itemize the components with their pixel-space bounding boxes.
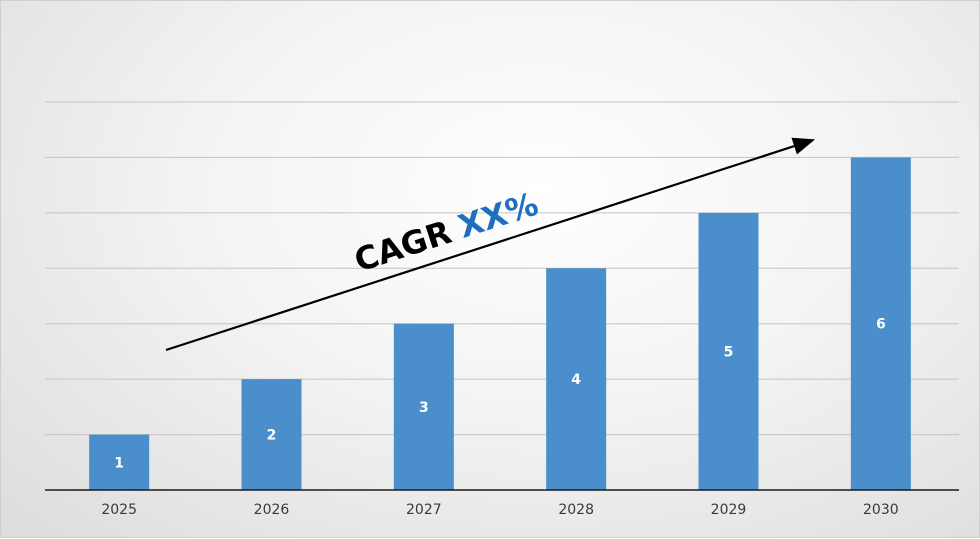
bar-2028: [546, 268, 607, 490]
x-tick-2026: 2026: [254, 502, 290, 518]
bar-2026: [241, 379, 302, 490]
x-tick-labels: 2025 2026 2027 2028 2029 2030: [101, 502, 898, 518]
data-label-2030: 6: [876, 317, 886, 333]
cagr-value: XX%: [454, 185, 543, 246]
data-label-2028: 4: [571, 372, 581, 388]
x-tick-2025: 2025: [101, 502, 137, 518]
x-tick-2030: 2030: [863, 502, 899, 518]
x-tick-2029: 2029: [711, 502, 747, 518]
cagr-prefix: CAGR: [350, 213, 456, 280]
bar-2027: [393, 323, 454, 490]
data-labels: 1 2 3 4 5 6: [114, 317, 885, 472]
data-label-2027: 3: [419, 400, 429, 416]
bar-2025: [89, 434, 150, 490]
grid-lines: [45, 101, 959, 436]
bar-2029: [698, 212, 759, 490]
bar-2030: [850, 157, 911, 490]
data-label-2025: 1: [114, 455, 124, 471]
x-tick-2028: 2028: [558, 502, 594, 518]
cagr-annotation: CAGRXX%: [350, 185, 543, 280]
trend-arrow: [165, 137, 816, 352]
x-tick-2027: 2027: [406, 502, 442, 518]
bars: [89, 157, 911, 490]
data-label-2029: 5: [724, 344, 734, 360]
data-label-2026: 2: [267, 428, 277, 444]
